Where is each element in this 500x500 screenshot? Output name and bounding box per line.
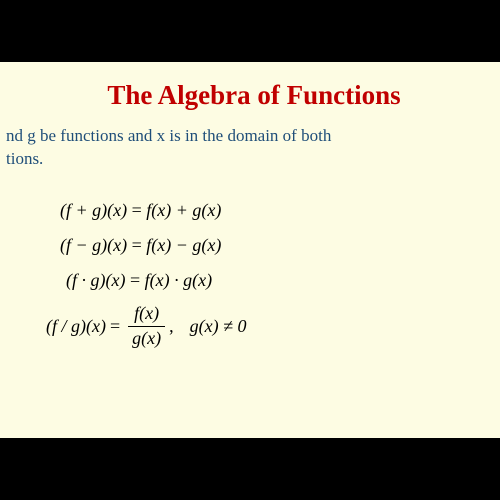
eq4-equals: =	[110, 309, 120, 344]
eq1-rhs: f(x) + g(x)	[146, 200, 221, 220]
subtitle-line1: nd g be functions and x is in the domain…	[6, 126, 331, 145]
slide-content: The Algebra of Functions nd g be functio…	[0, 62, 500, 438]
equation-difference: (f − g)(x) = f(x) − g(x)	[60, 228, 500, 263]
eq2-rhs: f(x) − g(x)	[146, 235, 221, 255]
eq4-condition: g(x) ≠ 0	[190, 309, 247, 344]
equation-quotient: (f / g)(x) = f(x) g(x) , g(x) ≠ 0	[46, 304, 500, 349]
eq4-fraction: f(x) g(x)	[128, 304, 165, 349]
equation-sum: (f + g)(x) = f(x) + g(x)	[60, 193, 500, 228]
eq1-equals: =	[132, 200, 142, 220]
eq4-comma: ,	[169, 309, 174, 344]
eq2-equals: =	[132, 235, 142, 255]
eq4-lhs: (f / g)(x)	[46, 309, 106, 344]
slide-subtitle: nd g be functions and x is in the domain…	[0, 125, 500, 171]
equation-block: (f + g)(x) = f(x) + g(x) (f − g)(x) = f(…	[0, 193, 500, 349]
eq4-denominator: g(x)	[128, 327, 165, 349]
subtitle-line2: tions.	[6, 149, 43, 168]
eq2-lhs: (f − g)(x)	[60, 235, 127, 255]
eq1-lhs: (f + g)(x)	[60, 200, 127, 220]
slide-title: The Algebra of Functions	[0, 80, 500, 111]
eq3-lhs: (f · g)(x)	[66, 270, 125, 290]
equation-product: (f · g)(x) = f(x) · g(x)	[60, 263, 500, 298]
eq3-rhs: f(x) · g(x)	[145, 270, 212, 290]
eq4-numerator: f(x)	[128, 304, 165, 327]
eq3-equals: =	[130, 270, 140, 290]
